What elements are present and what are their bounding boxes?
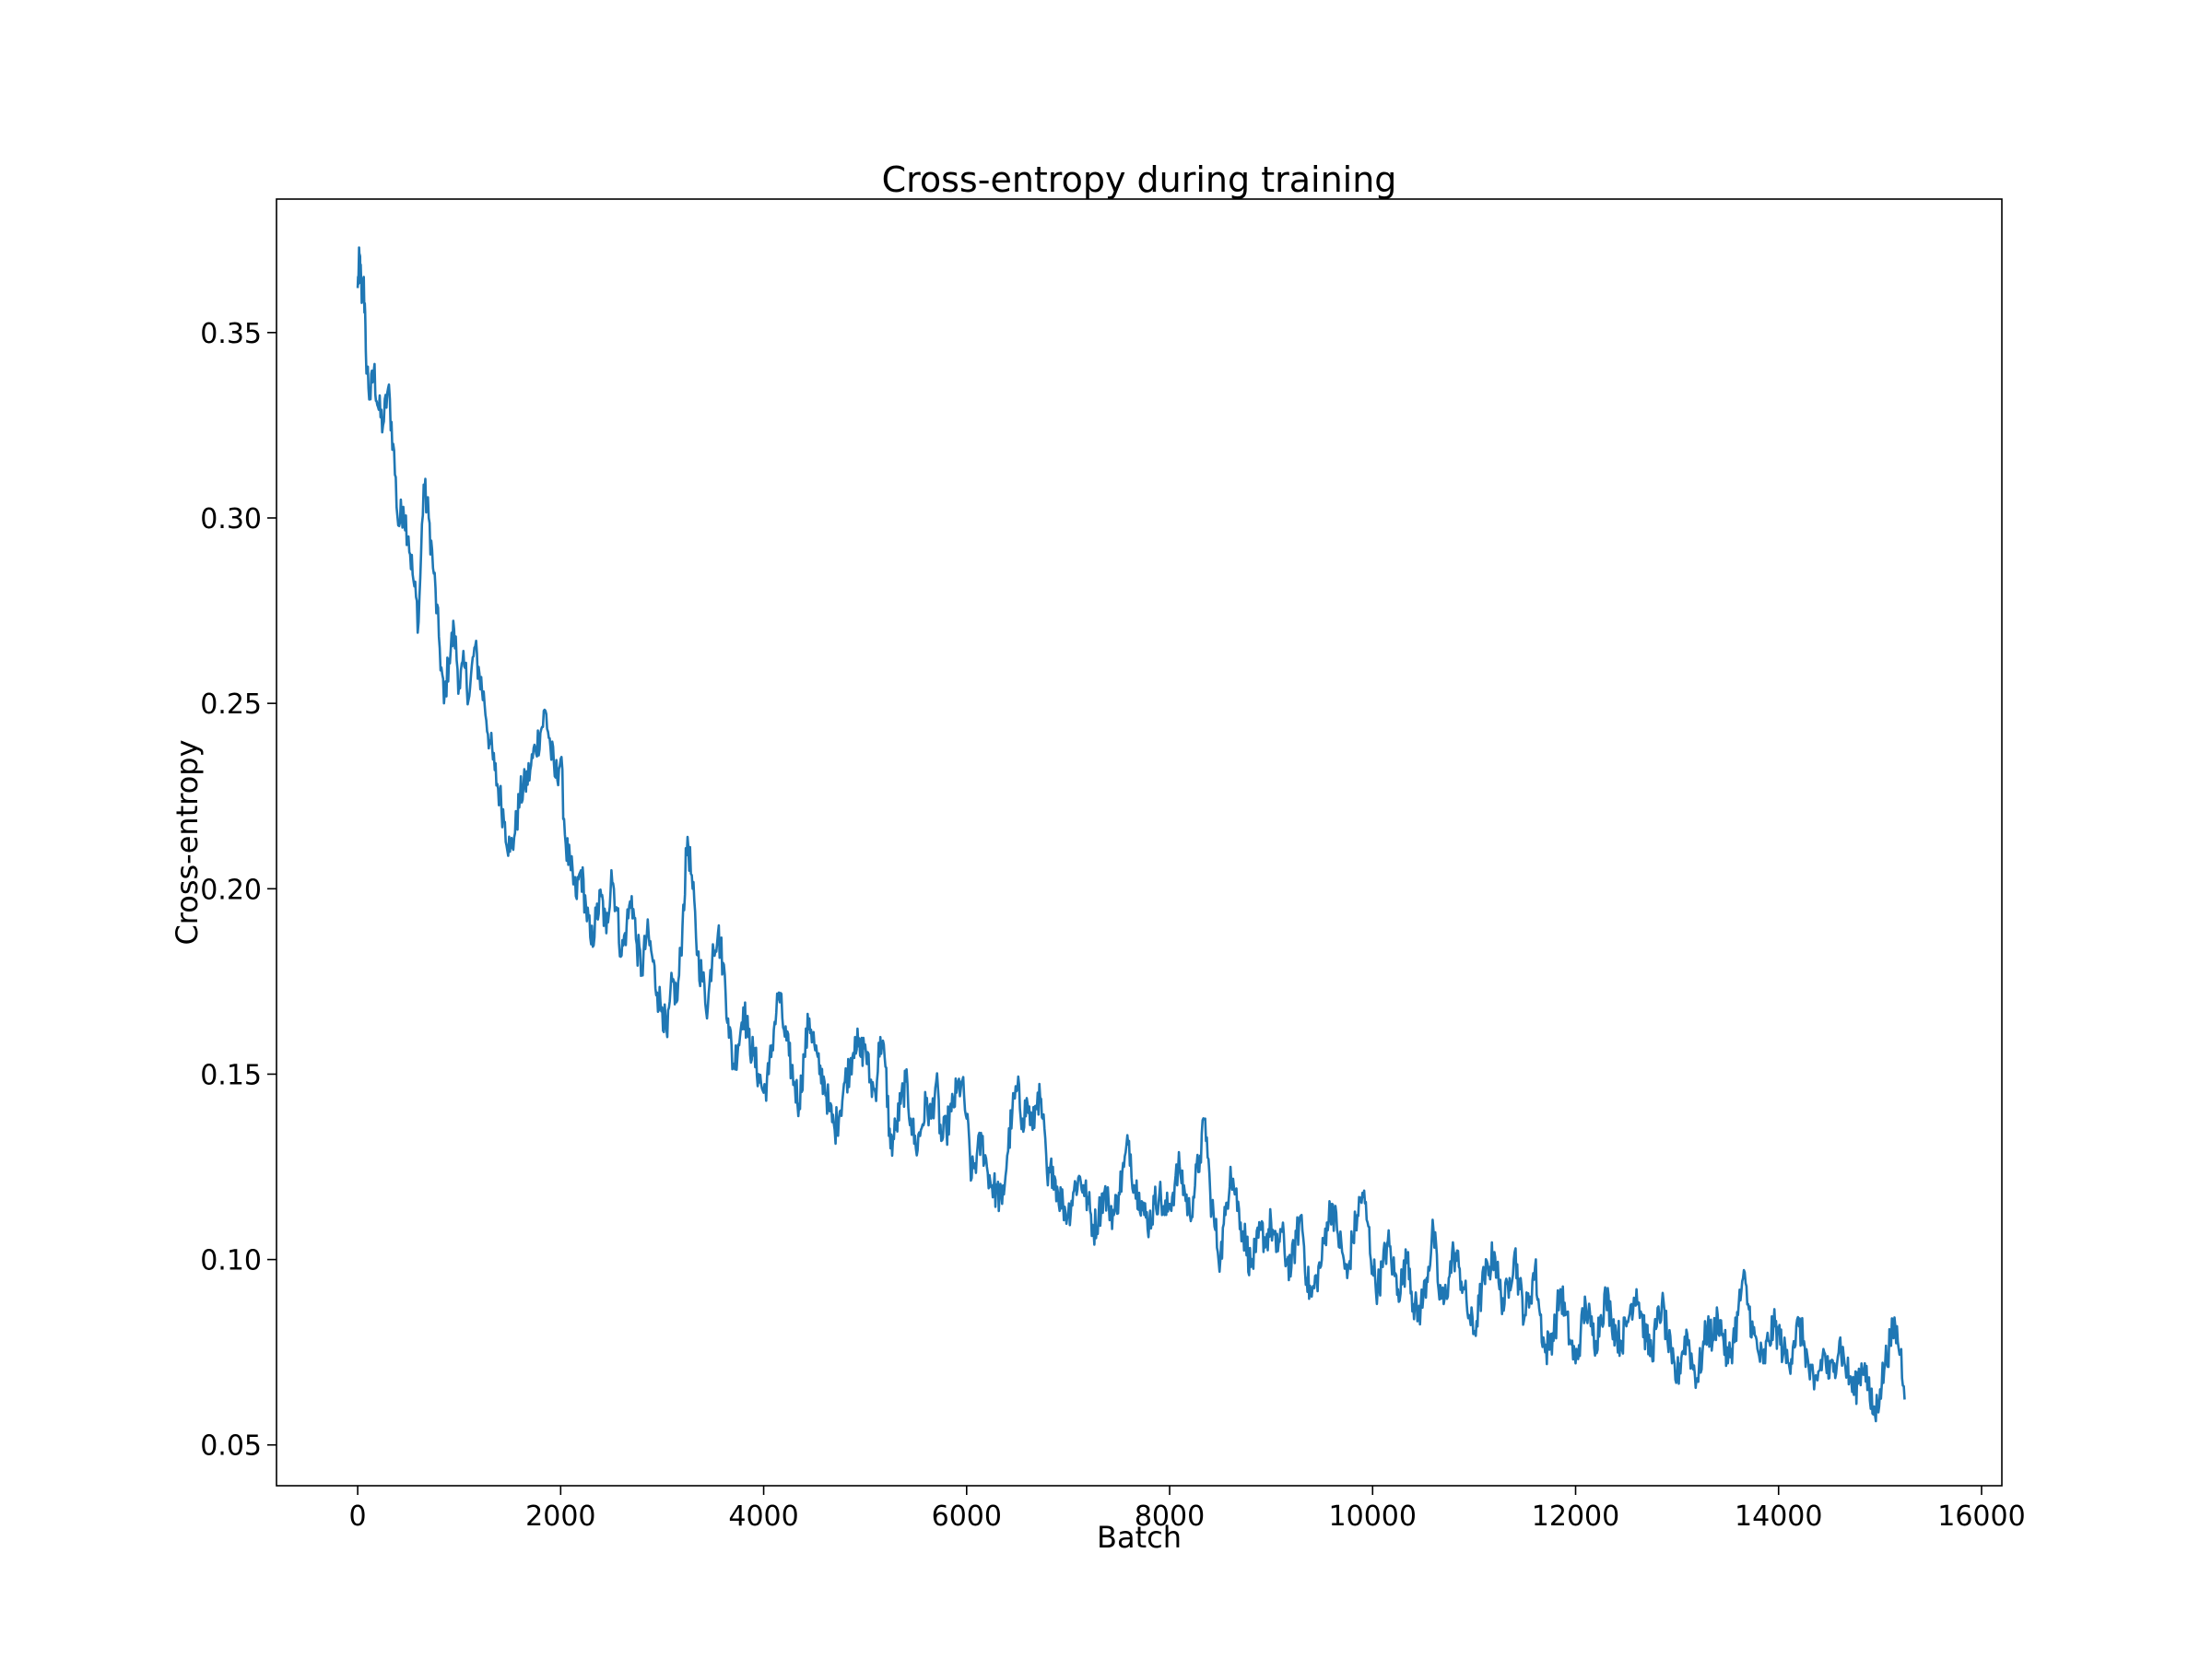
x-tick-label: 16000 <box>1937 1500 2025 1533</box>
y-axis-ticks: 0.05 0.10 0.15 0.20 0.25 0.30 0.35 <box>200 318 276 1463</box>
x-tick-label: 8000 <box>1135 1500 1205 1533</box>
y-tick-label: 0.20 <box>200 874 262 906</box>
y-tick-label: 0.25 <box>200 688 262 721</box>
chart-title: Cross-entropy during training <box>882 159 1397 200</box>
y-tick-label: 0.10 <box>200 1245 262 1277</box>
x-tick-label: 2000 <box>525 1500 595 1533</box>
y-tick-label: 0.05 <box>200 1430 262 1463</box>
x-axis-label: Batch <box>1097 1520 1182 1555</box>
x-tick-label: 4000 <box>728 1500 798 1533</box>
x-tick-label: 14000 <box>1735 1500 1822 1533</box>
x-tick-label: 0 <box>349 1500 367 1533</box>
y-tick-label: 0.35 <box>200 318 262 350</box>
x-tick-label: 12000 <box>1532 1500 1619 1533</box>
x-tick-label: 6000 <box>932 1500 1002 1533</box>
x-axis-ticks: 0 2000 4000 6000 8000 10000 12000 14000 16000 <box>349 1486 2026 1533</box>
x-tick-label: 10000 <box>1329 1500 1417 1533</box>
y-tick-label: 0.30 <box>200 503 262 535</box>
plot-area-frame <box>276 198 2003 1487</box>
series-line-cross-entropy <box>356 246 1906 1423</box>
y-tick-label: 0.15 <box>200 1059 262 1091</box>
y-axis-label: Cross-entropy <box>170 739 205 945</box>
